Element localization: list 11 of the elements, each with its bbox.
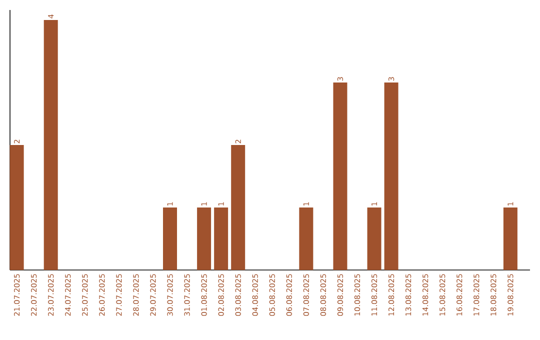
- bar: [163, 208, 178, 270]
- bar: [231, 144, 246, 270]
- bar: [214, 208, 228, 270]
- bar: [197, 208, 212, 270]
- bar: [333, 82, 348, 270]
- bar: [367, 208, 382, 270]
- bar: [503, 208, 518, 270]
- bar: [44, 20, 58, 270]
- bar: [10, 144, 24, 270]
- bar: [299, 208, 314, 270]
- bar: [384, 82, 398, 270]
